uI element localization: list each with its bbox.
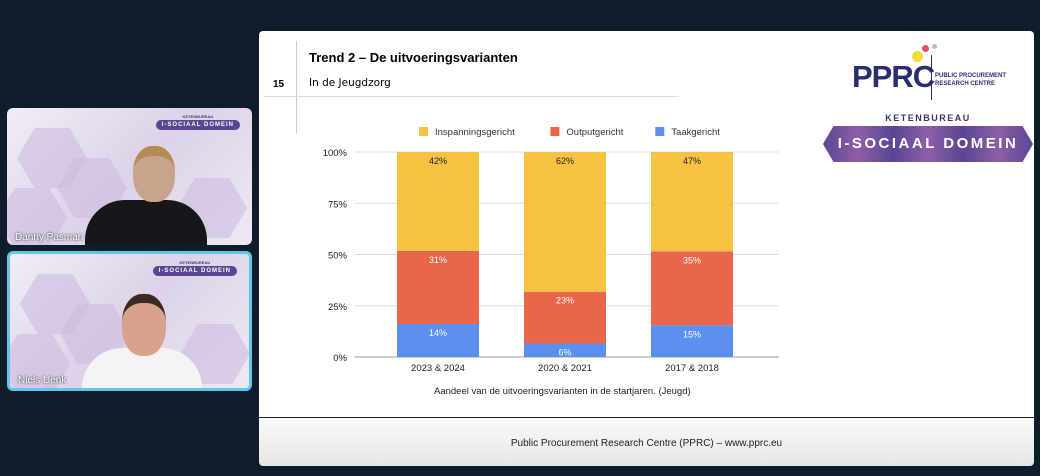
bar-segment <box>397 250 479 325</box>
presentation-slide: 15 Trend 2 – De uitvoeringsvarianten In … <box>259 31 1034 417</box>
slide-subtitle: In de Jeugdzorg <box>309 77 391 89</box>
bar-segment <box>524 343 606 357</box>
bar-segment <box>524 291 606 344</box>
data-label: 15% <box>683 329 701 339</box>
data-label: 14% <box>429 328 447 338</box>
x-tick-label: 2020 & 2021 <box>538 363 592 374</box>
y-tick-label: 100% <box>323 148 348 159</box>
legend-label: Taakgericht <box>671 127 720 138</box>
slide-number: 15 <box>273 79 285 90</box>
ketenbureau-badge: KETENBUREAU I-SOCIAAL DOMEIN <box>152 260 237 276</box>
bar-segment <box>524 152 606 292</box>
pprc-logo: PPRC PUBLIC PROCUREMENT RESEARCH CENTRE <box>852 44 1012 105</box>
data-label: 23% <box>556 296 574 306</box>
participant-name: Niels Uenk <box>18 375 67 386</box>
bar-segment <box>651 325 733 357</box>
data-label: 42% <box>429 156 447 166</box>
bar-segment <box>651 251 733 326</box>
legend-swatch <box>655 127 665 136</box>
participant-name: Danny Pasman <box>15 232 84 243</box>
y-tick-label: 0% <box>333 353 347 364</box>
y-tick-label: 25% <box>328 302 348 313</box>
x-tick-label: 2023 & 2024 <box>411 363 465 374</box>
y-tick-label: 75% <box>328 199 348 210</box>
ketenbureau-badge: KETENBUREAU I-SOCIAAL DOMEIN <box>155 114 240 130</box>
legend-swatch <box>419 127 428 136</box>
data-label: 31% <box>429 255 447 265</box>
bar-segment <box>651 152 733 252</box>
legend-label: Outputgericht <box>566 127 623 138</box>
bar-segment <box>397 152 479 251</box>
participant-video <box>85 200 207 245</box>
legend-label: Inspanningsgericht <box>435 127 515 138</box>
stacked-bar-chart: 0% 25% 50% 75% 100% Inspanningsgericht Outputg… <box>323 127 779 374</box>
slide-title: Trend 2 – De uitvoeringsvarianten <box>309 50 518 65</box>
data-label: 35% <box>683 255 701 265</box>
slide-footer: Public Procurement Research Centre (PPRC… <box>259 418 1034 466</box>
ketenbureau-logo: KETENBUREAU I-SOCIAAL DOMEIN <box>823 113 1033 162</box>
y-tick-label: 50% <box>328 251 348 262</box>
participant-tile-active[interactable]: KETENBUREAU I-SOCIAAL DOMEIN Niels Uenk <box>7 251 252 391</box>
bar-segment <box>397 324 479 357</box>
chart-caption: Aandeel van de uitvoeringsvarianten in d… <box>434 386 691 397</box>
data-label: 6% <box>558 347 571 357</box>
data-label: 62% <box>556 156 574 166</box>
data-label: 47% <box>683 156 701 166</box>
x-tick-label: 2017 & 2018 <box>665 363 719 374</box>
participant-tile[interactable]: KETENBUREAU I-SOCIAAL DOMEIN Danny Pasman <box>7 108 252 245</box>
legend-swatch <box>550 127 560 136</box>
